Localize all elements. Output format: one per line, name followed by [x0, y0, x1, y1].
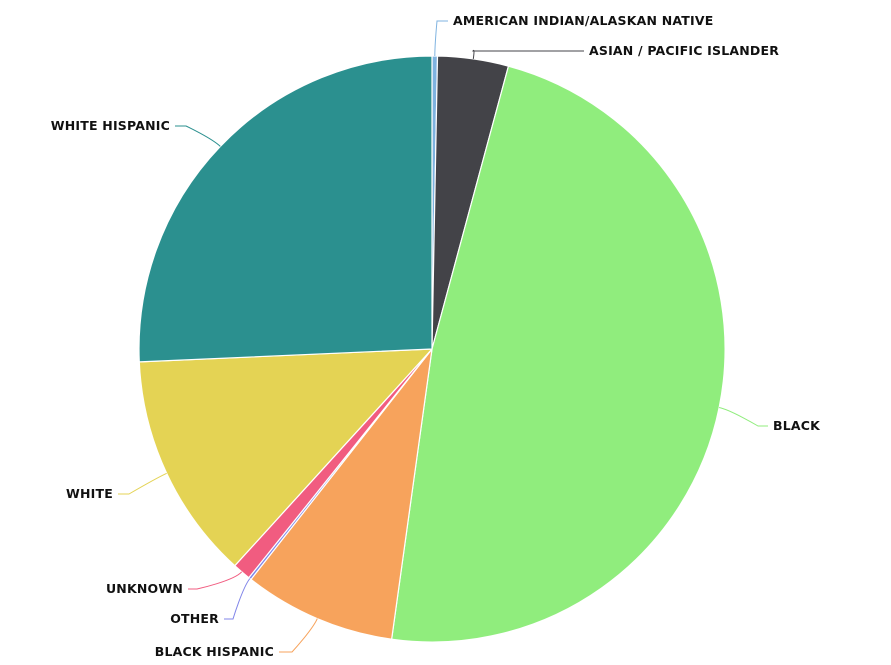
pie-slice-white[interactable]	[138, 348, 433, 567]
slice-label-american-indian-alaskan-native: AMERICAN INDIAN/ALASKAN NATIVE	[453, 13, 713, 28]
connector-black-hispanic	[279, 618, 318, 653]
connector-asian-pacific-islander	[472, 49, 584, 59]
slice-label-asian-pacific-islander: ASIAN / PACIFIC ISLANDER	[589, 43, 779, 58]
pie-slice-white-hispanic[interactable]	[138, 55, 433, 363]
connector-black	[718, 407, 768, 427]
connector-other	[224, 578, 251, 620]
connector-white-hispanic	[175, 125, 221, 147]
slice-label-other: OTHER	[170, 611, 219, 626]
pie-slice-black-hispanic[interactable]	[250, 348, 433, 640]
slice-label-white-hispanic: WHITE HISPANIC	[51, 118, 170, 133]
connector-unknown	[188, 571, 243, 590]
connector-american-indian-alaskan-native	[434, 20, 448, 57]
slice-labels: AMERICAN INDIAN/ALASKAN NATIVE ASIAN / PA…	[51, 13, 821, 659]
slice-label-black: BLACK	[773, 418, 821, 433]
pie-slices	[138, 55, 726, 643]
label-connectors	[118, 20, 768, 653]
connector-white	[118, 472, 167, 495]
slice-label-black-hispanic: BLACK HISPANIC	[155, 644, 274, 659]
slice-label-white: WHITE	[66, 486, 113, 501]
slice-label-unknown: UNKNOWN	[106, 581, 183, 596]
